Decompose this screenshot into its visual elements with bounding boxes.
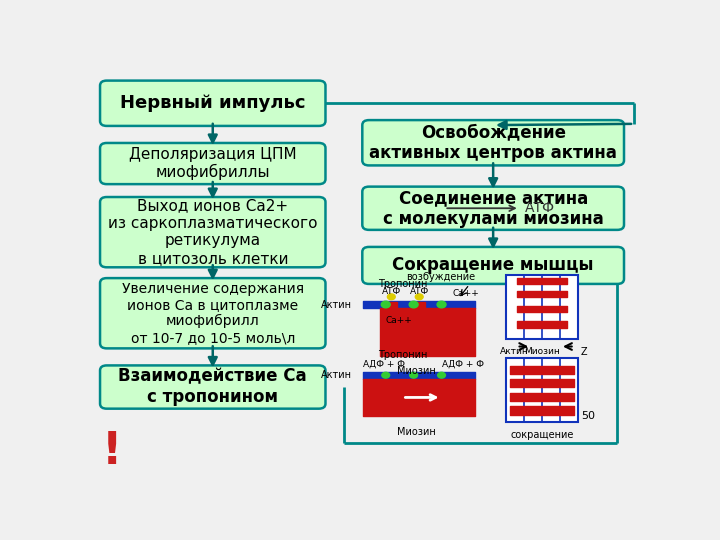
Text: Освобождение
активных центров актина: Освобождение активных центров актина [369,123,617,162]
Text: Актин: Актин [500,347,529,356]
Circle shape [409,301,418,308]
Text: Выход ионов Са2+
из саркоплазматического
ретикулума
в цитозоль клетки: Выход ионов Са2+ из саркоплазматического… [108,199,318,266]
Text: Миозин: Миозин [397,427,436,436]
Text: Актин: Актин [321,370,352,380]
Text: Соединение актина
с молекулами миозина: Соединение актина с молекулами миозина [383,189,603,228]
Text: возбуждение: возбуждение [406,272,475,282]
Text: Миозин: Миозин [397,366,436,376]
Text: АТФ: АТФ [382,287,401,295]
FancyBboxPatch shape [100,80,325,126]
Polygon shape [386,302,397,308]
Text: АТФ: АТФ [526,201,555,215]
Text: АДФ + Ф: АДФ + Ф [364,359,405,368]
FancyBboxPatch shape [100,366,325,409]
FancyBboxPatch shape [362,247,624,284]
Text: сокращение: сокращение [510,430,574,440]
FancyBboxPatch shape [100,143,325,184]
Text: Тропонин: Тропонин [378,350,427,360]
Circle shape [438,372,446,378]
Circle shape [387,294,395,300]
FancyBboxPatch shape [505,275,578,339]
FancyBboxPatch shape [362,120,624,165]
Text: Нервный импульс: Нервный импульс [120,94,305,112]
Circle shape [410,372,418,378]
Polygon shape [413,302,425,308]
Text: Са++: Са++ [386,316,413,325]
FancyBboxPatch shape [100,197,325,267]
Text: Миозин: Миозин [524,347,560,356]
Text: Увеличение содержания
ионов Са в цитоплазме
миофибрилл
от 10-7 до 10-5 моль\л: Увеличение содержания ионов Са в цитопла… [122,282,304,345]
Text: 50: 50 [582,411,595,421]
Circle shape [382,372,390,378]
Text: Са++: Са++ [453,289,480,298]
Circle shape [437,301,446,308]
Text: АТФ: АТФ [410,287,429,295]
FancyBboxPatch shape [362,187,624,230]
Text: Актин: Актин [321,300,352,309]
Text: АДФ + Ф: АДФ + Ф [441,359,484,368]
Text: !: ! [102,430,122,473]
Circle shape [382,301,390,308]
Circle shape [415,294,423,300]
FancyBboxPatch shape [100,278,325,348]
Text: Сокращение мышцы: Сокращение мышцы [392,256,594,274]
Text: Тропонин: Тропонин [378,279,427,288]
FancyBboxPatch shape [505,358,578,422]
Text: Взаимодействие Са
с тропонином: Взаимодействие Са с тропонином [119,368,307,407]
Text: Деполяризация ЦПМ
миофибриллы: Деполяризация ЦПМ миофибриллы [129,147,297,180]
Text: Z: Z [580,347,587,357]
